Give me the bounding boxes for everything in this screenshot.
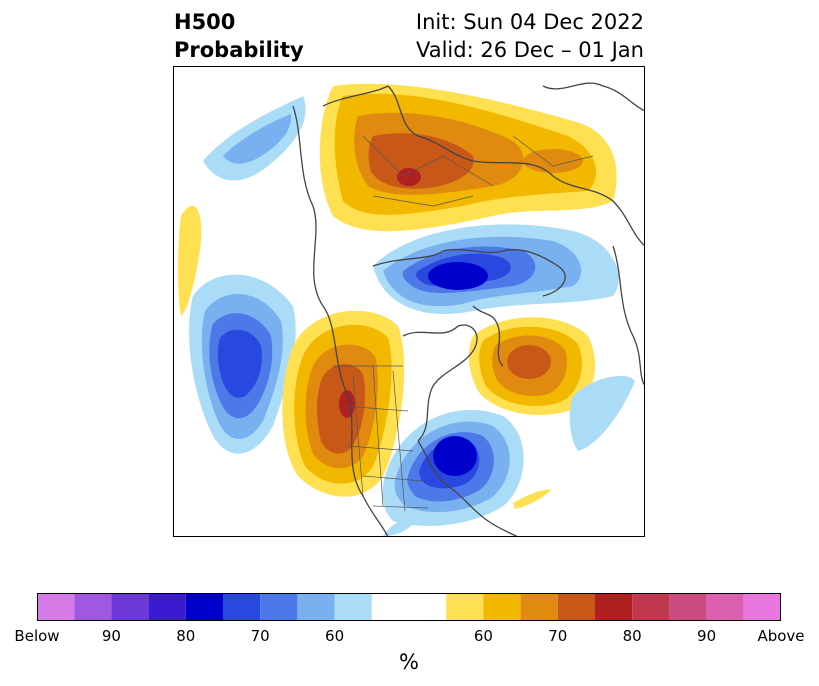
- anomaly-atlantic-above: [468, 317, 596, 415]
- anomaly-east-na-below: [382, 409, 524, 526]
- colorbar-segment: [371, 593, 447, 621]
- valid-date: Valid: 26 Dec – 01 Jan: [415, 38, 644, 62]
- probability-map: [173, 66, 645, 537]
- colorbar-segment: [111, 593, 149, 621]
- colorbar-segment: [520, 593, 558, 621]
- colorbar-tick-label: 80: [622, 627, 642, 645]
- colorbar-segment: [223, 593, 261, 621]
- colorbar-segment: [595, 593, 633, 621]
- colorbar-segment: [148, 593, 186, 621]
- title-left: H500 Probability: [174, 8, 304, 64]
- colorbar-tick-label: 90: [101, 627, 121, 645]
- colorbar-segment: [743, 593, 781, 621]
- colorbar-segment: [185, 593, 223, 621]
- init-date: Init: Sun 04 Dec 2022: [415, 10, 644, 34]
- title-line1: H500: [174, 10, 236, 34]
- title-right: Init: Sun 04 Dec 2022 Valid: 26 Dec – 01…: [416, 8, 644, 64]
- colorbar-segment: [334, 593, 372, 621]
- colorbar-segment: [297, 593, 335, 621]
- colorbar-segment: [260, 593, 298, 621]
- colorbar-tick-label: 70: [548, 627, 568, 645]
- colorbar-segment: [74, 593, 112, 621]
- colorbar: [37, 593, 781, 621]
- colorbar-segment: [669, 593, 707, 621]
- borders: [333, 135, 594, 512]
- anomaly-pacific-below: [189, 274, 296, 454]
- colorbar-segment: [706, 593, 744, 621]
- colorbar-tick-label: 90: [697, 627, 717, 645]
- colorbar-segment: [483, 593, 521, 621]
- anomaly-west-na-above: [282, 310, 405, 497]
- colorbar-tick-label: 60: [325, 627, 345, 645]
- colorbar-segment: [446, 593, 484, 621]
- anomaly-minor-features: [178, 96, 635, 536]
- colorbar-unit-label: %: [399, 650, 419, 674]
- colorbar-segment: [37, 593, 75, 621]
- title-line2: Probability: [174, 38, 304, 62]
- colorbar-tick-label: 70: [250, 627, 270, 645]
- colorbar-tick-label: 80: [176, 627, 196, 645]
- colorbar-tick-label: Above: [757, 627, 805, 645]
- colorbar-tick-label: Below: [14, 627, 60, 645]
- colorbar-border: [37, 593, 781, 621]
- anomaly-arctic-below: [373, 224, 619, 314]
- colorbar-segment: [557, 593, 595, 621]
- colorbar-segment: [632, 593, 670, 621]
- colorbar-tick-label: 60: [473, 627, 493, 645]
